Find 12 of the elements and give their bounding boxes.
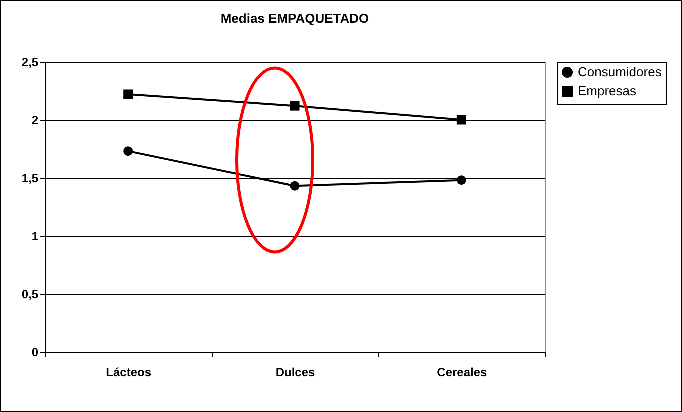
legend-label: Empresas <box>578 84 638 98</box>
y-tick-label: 1 <box>32 230 39 244</box>
y-tick-label: 2 <box>32 114 39 128</box>
y-tick-label: 2,5 <box>22 56 39 70</box>
x-tick-label: Cereales <box>437 366 488 380</box>
y-tick-label: 1,5 <box>22 172 39 186</box>
y-tick-label: 0 <box>32 346 39 360</box>
x-tick-label: Dulces <box>276 366 316 380</box>
legend-label: Consumidores <box>578 64 662 80</box>
chart-title: Medias EMPAQUETADO <box>220 11 370 26</box>
x-tick-label: Lácteos <box>106 366 152 380</box>
y-tick-label: 0,5 <box>22 288 39 302</box>
